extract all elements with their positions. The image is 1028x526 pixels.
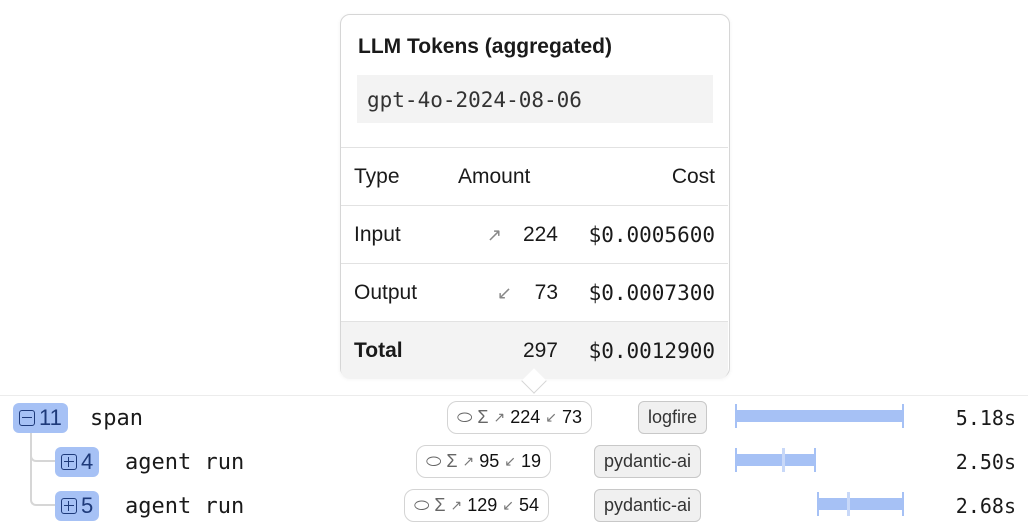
duration: 5.18s [955,406,1016,430]
plus-square-icon [61,498,77,514]
duration: 2.50s [955,450,1016,474]
expand-toggle[interactable]: 4 [55,447,100,477]
child-count: 5 [81,493,94,518]
row-type: Output [354,281,418,304]
row-amount: 73 [534,281,558,304]
table-row: Input ↗ 224 $0.0005600 [341,205,728,263]
duration: 2.68s [955,494,1016,518]
row-cost: $0.0012900 [588,339,715,363]
arrow-up-right-icon: ↗ [486,225,502,245]
sigma-icon: Σ [446,451,458,471]
plus-square-icon [61,454,77,470]
header-type: Type [354,165,400,188]
tokens-out: 73 [562,407,583,427]
minus-square-icon [19,410,35,426]
timeline-tick [847,492,850,516]
token-summary[interactable]: ⬭ Σ ↗ 224 ↙ 73 [447,401,593,434]
child-count: 11 [39,405,62,430]
span-row[interactable]: 11 span ⬭ Σ ↗ 224 ↙ 73 logfire 5.18s [0,396,1028,436]
timeline-tick [782,448,785,472]
expand-toggle[interactable]: 5 [55,491,100,521]
child-count: 4 [81,449,94,474]
span-row[interactable]: 4 agent run ⬭ Σ ↗ 95 ↙ 19 pydantic-ai 2.50s [0,440,1028,480]
tokens-in: 224 [510,407,541,427]
row-type: Input [354,223,401,246]
collapse-toggle[interactable]: 11 [13,403,68,433]
divider [0,395,1028,396]
table-row: Output ↙ 73 $0.0007300 [341,263,728,321]
span-row[interactable]: 5 agent run ⬭ Σ ↗ 129 ↙ 54 pydantic-ai 2.68s [0,484,1028,524]
span-name: agent run [125,450,245,475]
span-name: agent run [125,494,245,519]
token-summary[interactable]: ⬭ Σ ↗ 129 ↙ 54 [404,489,550,522]
row-cost: $0.0005600 [588,223,715,247]
tokens-in: 129 [467,495,498,515]
timeline-bar [817,492,904,516]
tokens-in: 95 [479,451,500,471]
arrow-up-right-icon: ↗ [450,497,463,513]
arrow-up-right-icon: ↗ [462,453,475,469]
tokens-out: 54 [519,495,540,515]
row-amount: 224 [522,223,558,246]
arrow-down-left-icon: ↙ [502,497,515,513]
table-header: Type Amount Cost [341,147,728,205]
tooltip-title: LLM Tokens (aggregated) [358,35,612,58]
row-type: Total [354,339,403,362]
coins-icon: ⬭ [457,407,473,427]
sigma-icon: Σ [477,407,489,427]
model-name: gpt-4o-2024-08-06 [357,75,713,123]
span-name: span [90,406,143,431]
llm-tokens-tooltip: LLM Tokens (aggregated) gpt-4o-2024-08-0… [340,14,730,379]
coins-icon: ⬭ [414,495,430,515]
row-amount: 297 [522,339,558,362]
coins-icon: ⬭ [426,451,442,471]
tree-line [30,455,56,506]
timeline-bar [735,448,816,472]
sigma-icon: Σ [434,495,446,515]
arrow-down-left-icon: ↙ [545,409,558,425]
arrow-down-left-icon: ↙ [496,283,512,303]
row-cost: $0.0007300 [588,281,715,305]
tag: logfire [638,401,708,434]
tag: pydantic-ai [594,445,702,478]
tag: pydantic-ai [594,489,702,522]
token-summary[interactable]: ⬭ Σ ↗ 95 ↙ 19 [416,445,552,478]
header-amount: Amount [458,165,531,188]
header-cost: Cost [671,165,715,188]
tree-line [30,432,56,462]
arrow-down-left-icon: ↙ [504,453,517,469]
tokens-out: 19 [521,451,542,471]
arrow-up-right-icon: ↗ [493,409,506,425]
timeline-bar [735,404,904,428]
